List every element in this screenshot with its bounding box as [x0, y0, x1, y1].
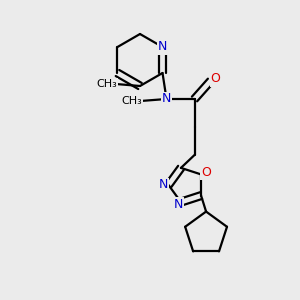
Text: CH₃: CH₃: [97, 79, 117, 89]
Text: CH₃: CH₃: [121, 96, 142, 106]
Text: N: N: [162, 92, 171, 106]
Text: N: N: [158, 40, 167, 53]
Text: N: N: [173, 198, 183, 211]
Text: O: O: [201, 166, 211, 179]
Text: O: O: [211, 73, 220, 85]
Text: N: N: [159, 178, 168, 191]
